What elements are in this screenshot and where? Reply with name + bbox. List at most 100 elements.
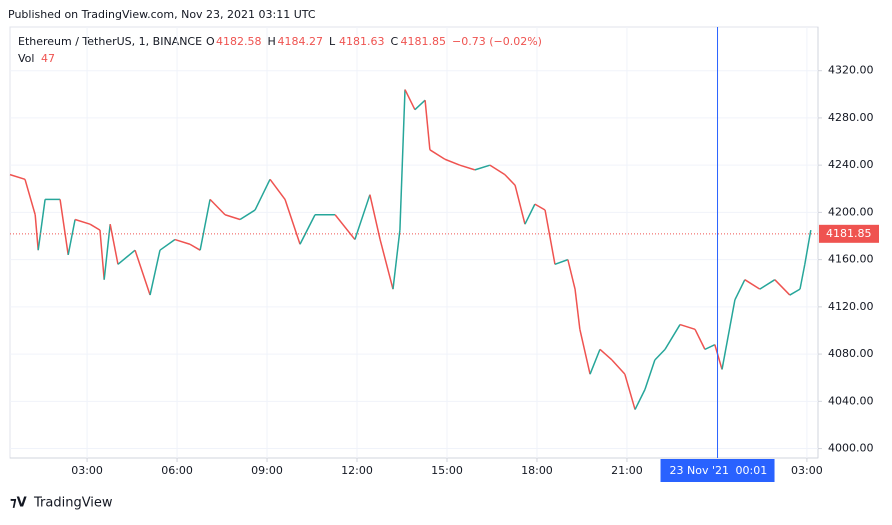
- price-segment: [74, 218, 91, 225]
- price-segment: [514, 185, 526, 225]
- y-tick-label: 4240.00: [828, 158, 874, 171]
- price-segment: [694, 328, 706, 350]
- x-tick-label: 15:00: [431, 464, 463, 477]
- crosshair-date: 23 Nov '21: [670, 464, 729, 477]
- price-segment: [34, 214, 39, 251]
- price-segment: [284, 199, 301, 245]
- price-segment: [704, 343, 716, 351]
- price-segment: [714, 344, 723, 370]
- price-segment: [334, 214, 356, 241]
- price-segment: [774, 279, 791, 296]
- price-segment: [269, 178, 286, 200]
- last-price-box: [819, 224, 879, 243]
- price-segment: [634, 389, 646, 410]
- price-segment: [664, 324, 681, 350]
- price-segment: [224, 214, 241, 221]
- price-segment: [149, 250, 161, 296]
- price-segment: [9, 173, 26, 181]
- price-segment: [239, 209, 256, 221]
- x-tick-label: 03:00: [791, 464, 823, 477]
- price-segment: [424, 100, 431, 150]
- ohlc-value: 4184.27: [278, 35, 324, 48]
- price-segment: [721, 299, 736, 370]
- y-tick-label: 4200.00: [828, 205, 874, 218]
- price-segment: [134, 249, 151, 296]
- price-segment: [624, 373, 636, 410]
- ohlc-key: H: [268, 35, 276, 48]
- price-segment: [379, 239, 394, 290]
- price-segment: [59, 199, 69, 256]
- crosshair-box: [660, 459, 775, 482]
- price-segment: [404, 89, 416, 110]
- price-segment: [414, 99, 426, 111]
- price-segment: [799, 264, 806, 290]
- price-segment: [392, 230, 401, 290]
- price-segment: [554, 258, 569, 266]
- price-segment: [489, 164, 506, 176]
- price-segment: [734, 279, 746, 301]
- volume-value: 47: [41, 52, 55, 65]
- price-segment: [579, 329, 591, 375]
- x-tick-label: 06:00: [161, 464, 193, 477]
- price-segment: [369, 194, 381, 240]
- price-segment: [804, 229, 812, 265]
- y-tick-label: 4160.00: [828, 253, 874, 266]
- price-segment: [24, 179, 36, 215]
- y-tick-label: 4280.00: [828, 111, 874, 124]
- ohlc-value: 4181.85: [401, 35, 447, 48]
- x-tick-label: 03:00: [71, 464, 103, 477]
- x-tick-label: 21:00: [611, 464, 643, 477]
- price-segment: [474, 164, 491, 171]
- ohlc-key: O: [206, 35, 215, 48]
- brand: TradingView: [33, 496, 113, 511]
- price-segment: [354, 194, 371, 240]
- price-segment: [117, 249, 136, 265]
- price-segment: [567, 259, 576, 290]
- price-segment: [174, 238, 191, 245]
- price-segment: [459, 164, 476, 171]
- volume-label: Vol: [18, 52, 34, 65]
- price-segment: [429, 149, 446, 160]
- price-segment: [189, 243, 201, 251]
- price-segment: [574, 289, 581, 330]
- x-tick-label: 09:00: [251, 464, 283, 477]
- y-tick-label: 4080.00: [828, 347, 874, 360]
- ohlc-value: 4181.63: [339, 35, 385, 48]
- ohlc-value: 4182.58: [216, 35, 262, 48]
- symbol: Ethereum / TetherUS, 1, BINANCE: [18, 35, 202, 48]
- plot-frame: [9, 26, 819, 459]
- x-tick-label: 12:00: [341, 464, 373, 477]
- brand-logo: ⁊V: [10, 496, 27, 511]
- price-segment: [209, 198, 226, 216]
- price-segment: [534, 203, 546, 211]
- price-segment: [109, 224, 119, 265]
- published: Published on TradingView.com, Nov 23, 20…: [8, 8, 316, 21]
- price-segment: [789, 288, 801, 296]
- price-segment: [67, 219, 76, 256]
- y-tick-label: 4000.00: [828, 442, 874, 455]
- price-segment: [611, 359, 626, 375]
- price-segment: [544, 209, 556, 265]
- crosshair-time: 00:01: [736, 464, 768, 477]
- ohlc-key: C: [391, 35, 399, 48]
- price-segment: [744, 279, 761, 290]
- price-segment: [599, 348, 613, 361]
- price-segment: [299, 214, 316, 245]
- price-segment: [103, 224, 111, 280]
- y-tick-label: 4120.00: [828, 300, 874, 313]
- price-segment: [524, 203, 536, 225]
- y-tick-label: 4040.00: [828, 394, 874, 407]
- price-segment: [254, 178, 271, 211]
- change: −0.73 (−0.02%): [452, 35, 542, 48]
- price-segment: [199, 199, 211, 251]
- price-segment: [37, 199, 46, 251]
- price-segment: [759, 279, 776, 290]
- price-segment: [654, 348, 666, 361]
- price-segment: [89, 223, 101, 231]
- price-segment: [644, 359, 656, 390]
- price-segment: [589, 349, 601, 375]
- price-segment: [504, 174, 516, 186]
- last-price-label: 4181.85: [826, 227, 872, 240]
